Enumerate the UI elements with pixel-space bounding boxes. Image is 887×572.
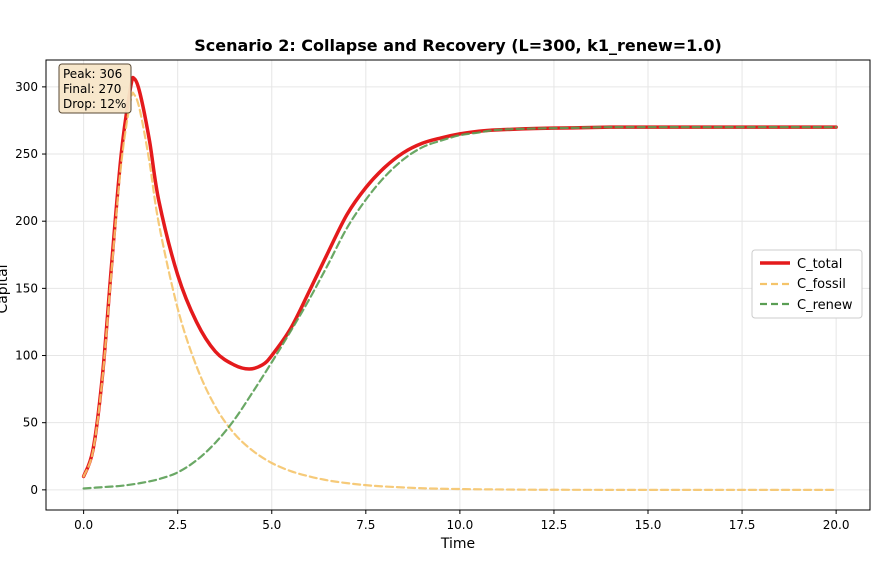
y-tick-label: 0 bbox=[30, 483, 38, 497]
y-tick-label: 150 bbox=[15, 281, 38, 295]
annotation-final: Final: 270 bbox=[63, 82, 121, 96]
series-line-c-renew bbox=[82, 126, 838, 490]
legend-label-c-total: C_total bbox=[797, 257, 842, 272]
annotation-box bbox=[58, 63, 132, 114]
y-tick-label: 250 bbox=[15, 147, 38, 161]
legend-label-c-renew: C_renew bbox=[797, 298, 853, 313]
series-line-c-fossil bbox=[82, 91, 838, 491]
x-tick-label: 15.0 bbox=[635, 518, 662, 532]
y-axis-label: Capital bbox=[0, 264, 11, 313]
ticks: 0.0 2.5 5.0 7.5 10.0 12.5 15.0 17.5 20.0 0 50 100 15… bbox=[15, 80, 849, 532]
x-tick-label: 0.0 bbox=[74, 518, 93, 532]
stats-annotation: Peak: 306 Final: 270 Drop: 12% bbox=[58, 63, 132, 114]
annotation-peak: Peak: 306 bbox=[63, 67, 122, 81]
legend-box bbox=[751, 249, 863, 319]
x-tick-label: 2.5 bbox=[168, 518, 187, 532]
y-tick-label: 200 bbox=[15, 214, 38, 228]
chart-title: Scenario 2: Collapse and Recovery (L=300… bbox=[194, 36, 722, 55]
x-tick-label: 7.5 bbox=[356, 518, 375, 532]
annotation-drop: Drop: 12% bbox=[63, 97, 126, 111]
plot-frame bbox=[45, 59, 871, 511]
legend-label-c-fossil: C_fossil bbox=[797, 277, 846, 292]
legend: C_total C_fossil C_renew bbox=[751, 249, 863, 319]
x-tick-label: 5.0 bbox=[262, 518, 281, 532]
y-tick-label: 100 bbox=[15, 349, 38, 363]
y-tick-label: 300 bbox=[15, 80, 38, 94]
y-tick-label: 50 bbox=[23, 416, 38, 430]
x-tick-label: 12.5 bbox=[541, 518, 568, 532]
x-tick-label: 17.5 bbox=[729, 518, 756, 532]
x-tick-label: 10.0 bbox=[447, 518, 474, 532]
x-tick-label: 20.0 bbox=[823, 518, 850, 532]
x-axis-label: Time bbox=[440, 536, 475, 552]
